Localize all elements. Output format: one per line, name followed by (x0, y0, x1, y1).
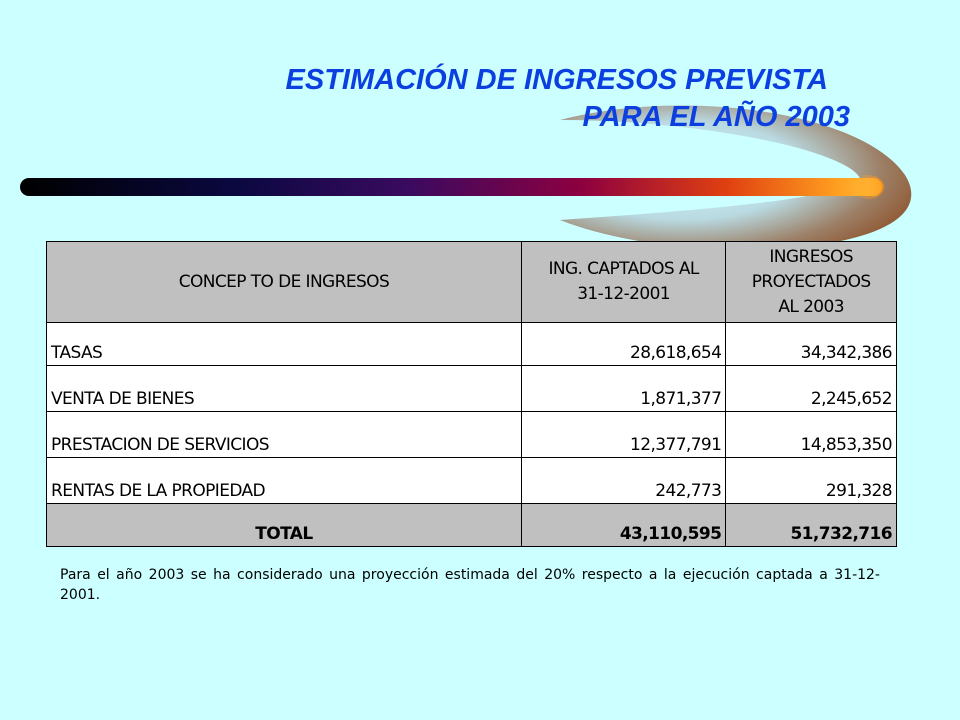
row-captured: 12,377,791 (520, 411, 727, 458)
header-concept: CONCEP TO DE INGRESOS (46, 241, 522, 323)
row-captured: 28,618,654 (520, 322, 727, 366)
total-captured: 43,110,595 (520, 503, 727, 547)
title-line-1: ESTIMACIÓN DE INGRESOS PREVISTA (285, 64, 828, 96)
gradient-bar (20, 178, 882, 196)
header-captured-line-2: 31-12-2001 (577, 284, 670, 304)
row-projected: 14,853,350 (725, 411, 897, 458)
header-projected-line-2: PROYECTADOS (751, 271, 871, 292)
row-concept: PRESTACION DE SERVICIOS (46, 411, 522, 458)
table-row: RENTAS DE LA PROPIEDAD 242,773 291,328 (46, 457, 897, 504)
header-concept-label: CONCEP TO DE INGRESOS (178, 271, 390, 292)
projection-note: Para el año 2003 se ha considerado una p… (60, 567, 880, 603)
total-projected: 51,732,716 (725, 503, 897, 547)
row-projected: 2,245,652 (725, 365, 897, 412)
table-header-row: CONCEP TO DE INGRESOS ING. CAPTADOS AL 3… (46, 241, 897, 323)
income-table: CONCEP TO DE INGRESOS ING. CAPTADOS AL 3… (46, 241, 897, 547)
row-concept: VENTA DE BIENES (46, 365, 522, 412)
header-projected-line-1: INGRESOS (769, 246, 853, 267)
table-row: VENTA DE BIENES 1,871,377 2,245,652 (46, 365, 897, 412)
slide-title: ESTIMACIÓN DE INGRESOS PREVISTA PARA EL … (200, 62, 850, 136)
row-concept: RENTAS DE LA PROPIEDAD (46, 457, 522, 504)
table-row: PRESTACION DE SERVICIOS 12,377,791 14,85… (46, 411, 897, 458)
row-captured: 1,871,377 (520, 365, 727, 412)
table-row: TASAS 28,618,654 34,342,386 (46, 322, 897, 366)
row-concept: TASAS (46, 322, 522, 366)
table-total-row: TOTAL 43,110,595 51,732,716 (46, 503, 897, 547)
header-projected: INGRESOS PROYECTADOS AL 2003 (725, 241, 897, 323)
header-captured-line-1: ING. CAPTADOS AL (548, 259, 699, 279)
header-projected-line-3: AL 2003 (778, 296, 844, 317)
total-label: TOTAL (46, 503, 522, 547)
row-captured: 242,773 (520, 457, 727, 504)
title-line-2: PARA EL AÑO 2003 (582, 101, 850, 133)
row-projected: 34,342,386 (725, 322, 897, 366)
row-projected: 291,328 (725, 457, 897, 504)
header-captured: ING. CAPTADOS AL 31-12-2001 (520, 241, 727, 323)
